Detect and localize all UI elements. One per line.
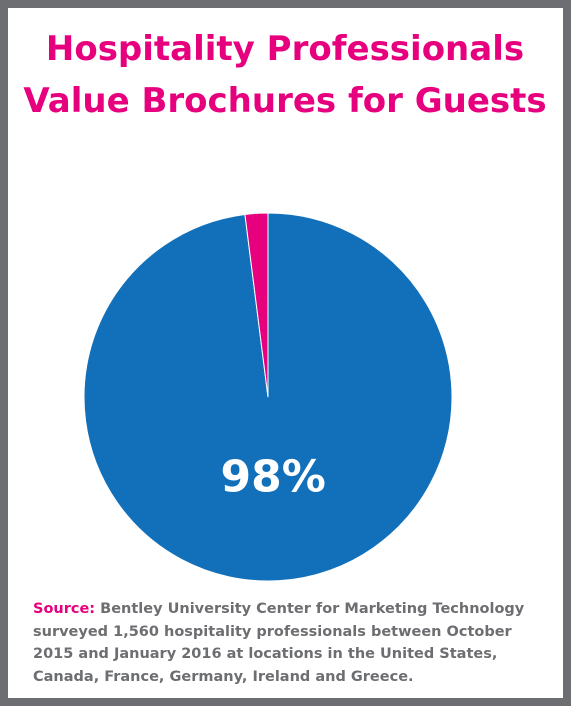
chart-title: Hospitality Professionals	[46, 29, 524, 69]
source-text: Bentley University Center for Marketing …	[33, 601, 525, 685]
chart-title: Value Brochures for Guests	[23, 81, 546, 121]
source-label: Source:	[33, 601, 96, 617]
pie-slice	[244, 212, 269, 398]
source: Source: Bentley University Center for Ma…	[33, 598, 548, 688]
value-label: 98%	[221, 452, 326, 503]
